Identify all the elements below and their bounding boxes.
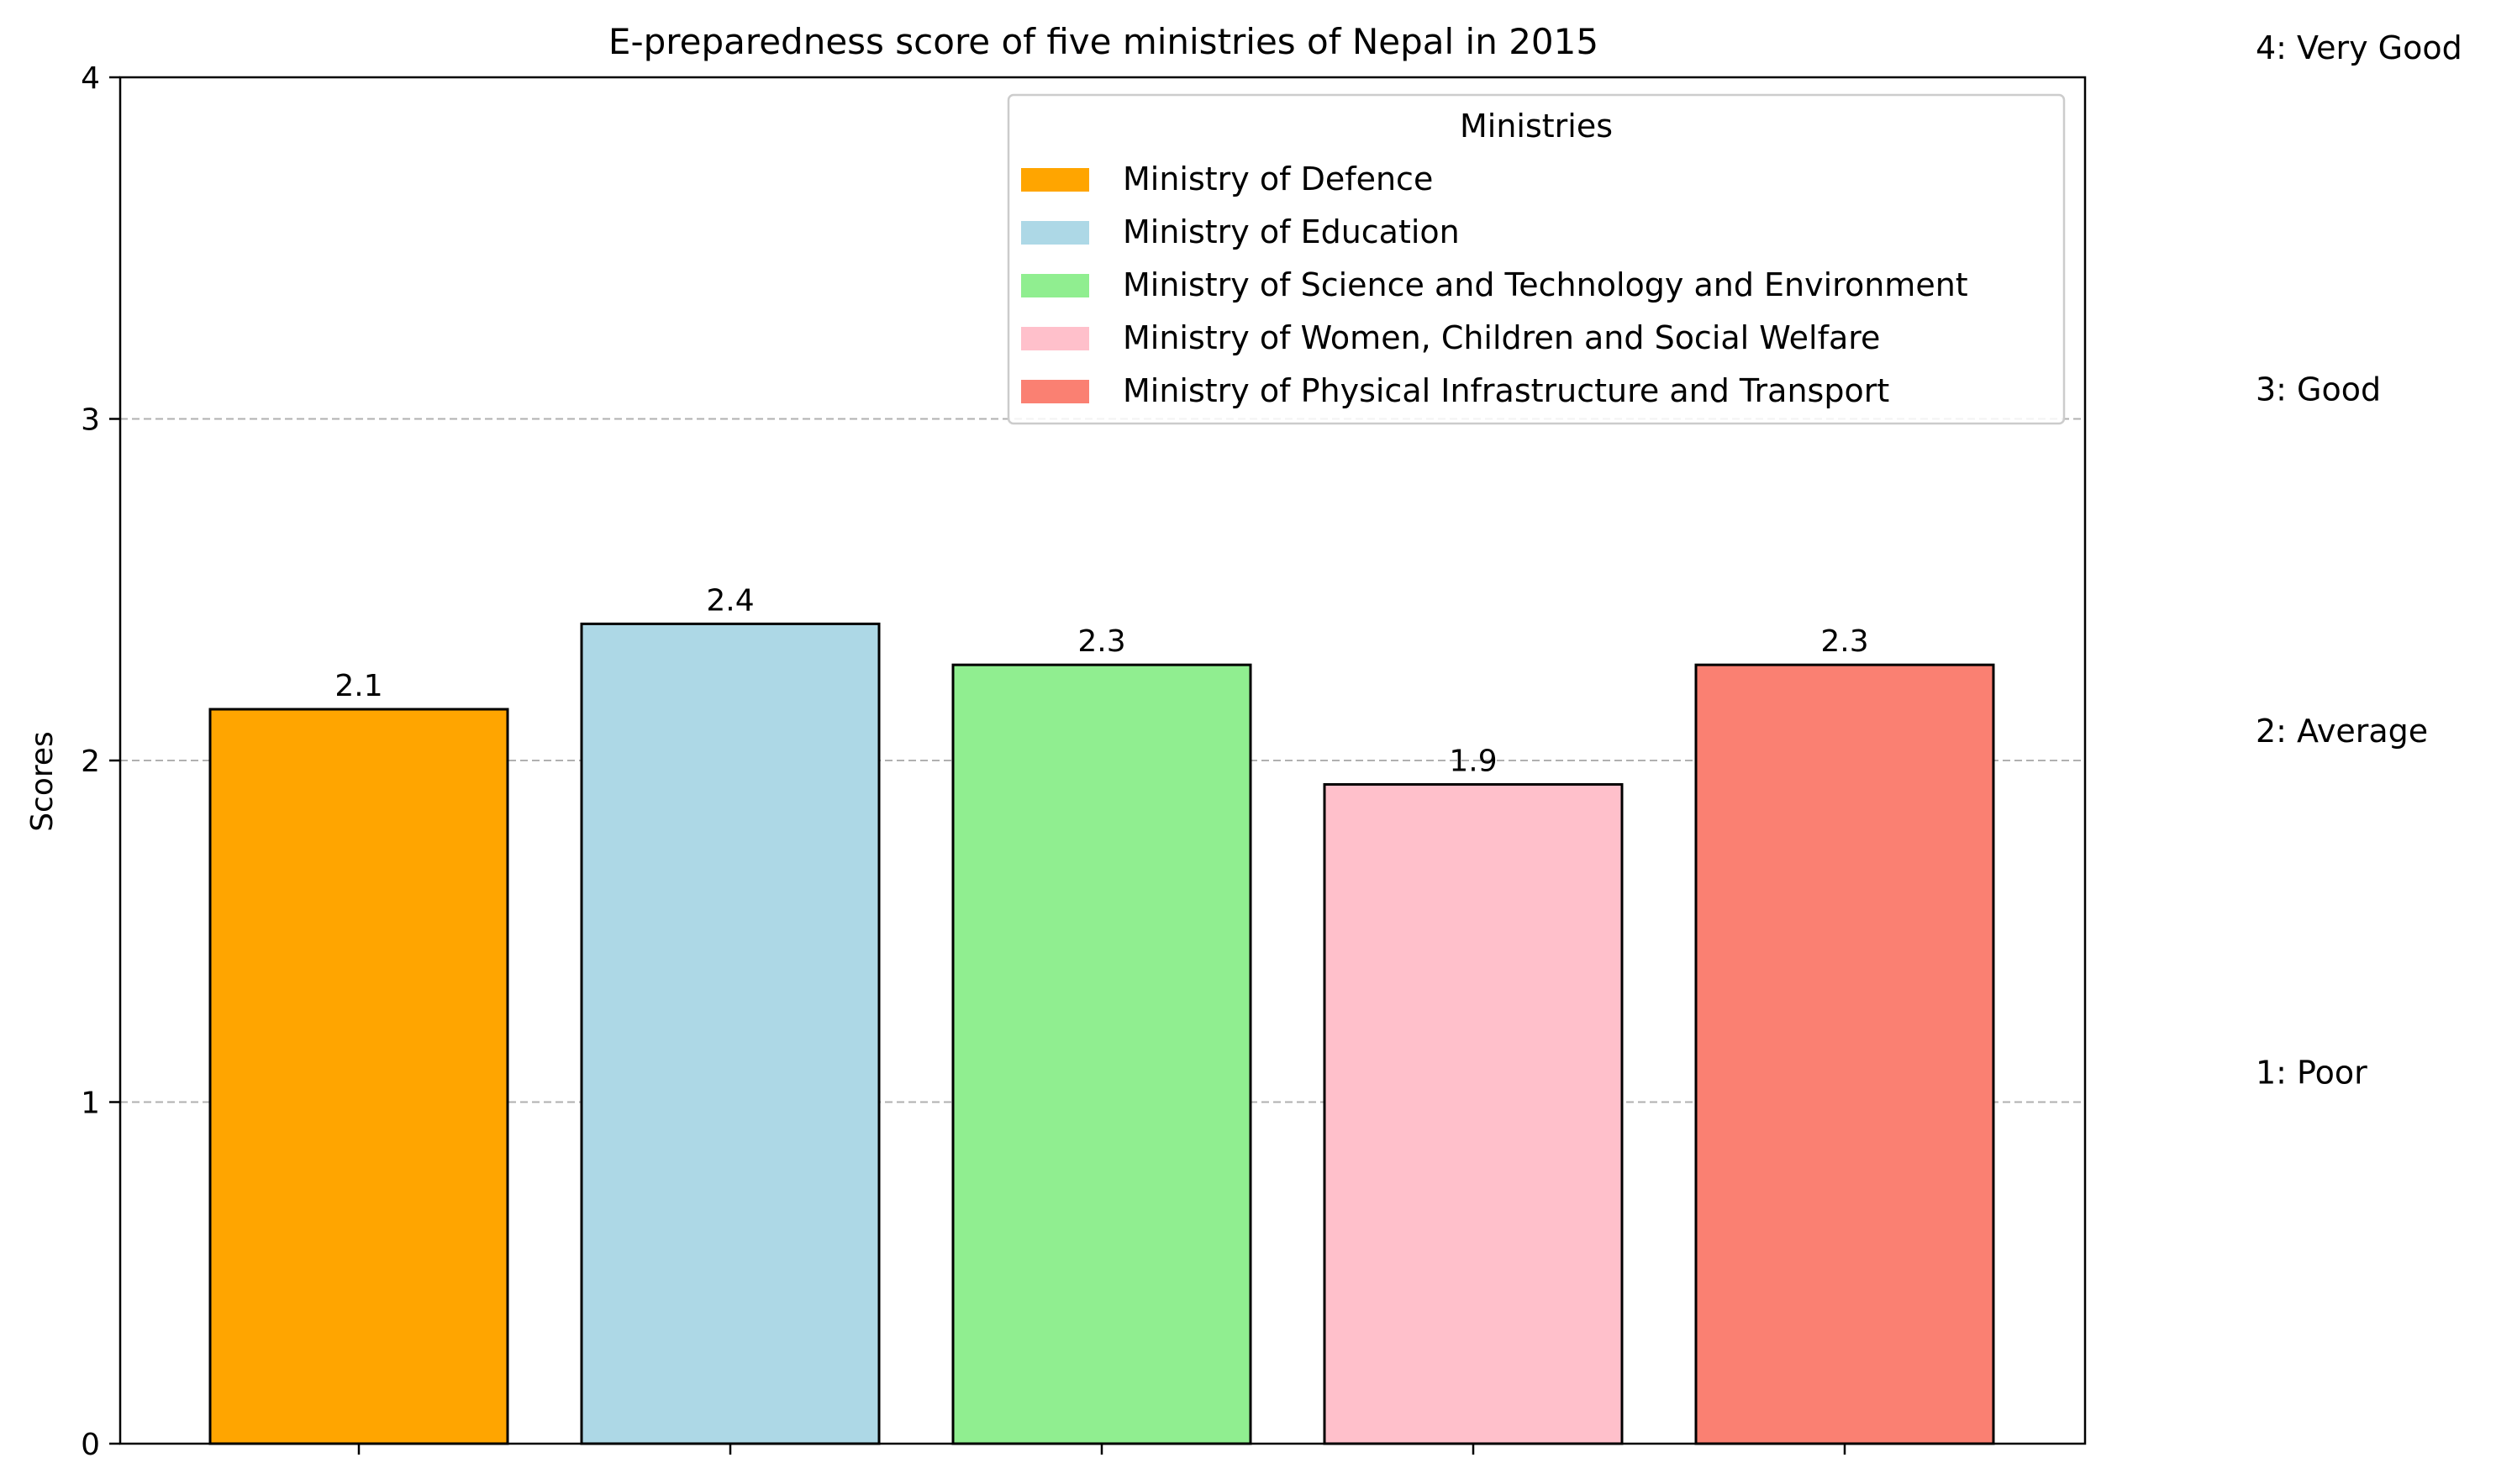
bar-value-label: 2.4	[706, 583, 754, 618]
bar-value-label: 1.9	[1449, 744, 1497, 778]
legend-label: Ministry of Women, Children and Social W…	[1123, 319, 1880, 356]
bar-value-labels: 2.1 2.4 2.3 1.9 2.3	[334, 583, 1868, 778]
scale-annotation: 1: Poor	[2256, 1055, 2367, 1092]
legend-title: Ministries	[1460, 108, 1613, 145]
legend-label: Ministry of Education	[1123, 213, 1460, 250]
legend-box	[1007, 93, 2066, 425]
bar	[208, 708, 509, 1445]
scale-annotation: 4: Very Good	[2256, 29, 2462, 66]
legend-swatch	[1021, 274, 1089, 297]
legend-swatch	[1021, 168, 1089, 192]
scale-annotations: 4: Very Good 3: Good 2: Average 1: Poor	[2256, 29, 2462, 1092]
bar	[580, 622, 881, 1445]
y-tick-label: 2	[81, 745, 100, 779]
bar	[951, 663, 1252, 1445]
bar-value-label: 2.3	[1820, 624, 1868, 659]
y-tick-label: 1	[81, 1087, 100, 1121]
y-tick-label: 3	[81, 403, 100, 438]
chart-title: E-preparedness score of five ministries …	[608, 21, 1598, 62]
y-tick-label: 0	[81, 1428, 100, 1462]
bar	[1694, 663, 1995, 1445]
y-axis-ticks: 0 1 2 3 4	[81, 61, 120, 1462]
bar	[1323, 782, 1624, 1445]
bar-value-label: 2.3	[1077, 624, 1125, 659]
legend-swatch	[1021, 380, 1089, 403]
bar-value-label: 2.1	[334, 669, 382, 703]
legend-label: Ministry of Physical Infrastructure and …	[1123, 372, 1889, 409]
scale-annotation: 3: Good	[2256, 371, 2381, 408]
bars	[208, 622, 1995, 1445]
legend-label: Ministry of Defence	[1123, 161, 1433, 197]
legend-swatch	[1021, 221, 1089, 245]
y-tick-label: 4	[81, 61, 100, 96]
legend: Ministries Ministry of Defence Ministry of…	[1007, 93, 2066, 425]
scale-annotation: 2: Average	[2256, 713, 2428, 750]
legend-label: Ministry of Science and Technology and E…	[1123, 266, 1968, 303]
y-axis-label: Scores	[25, 731, 60, 832]
legend-swatch	[1021, 327, 1089, 350]
x-axis-ticks	[357, 1444, 1846, 1455]
